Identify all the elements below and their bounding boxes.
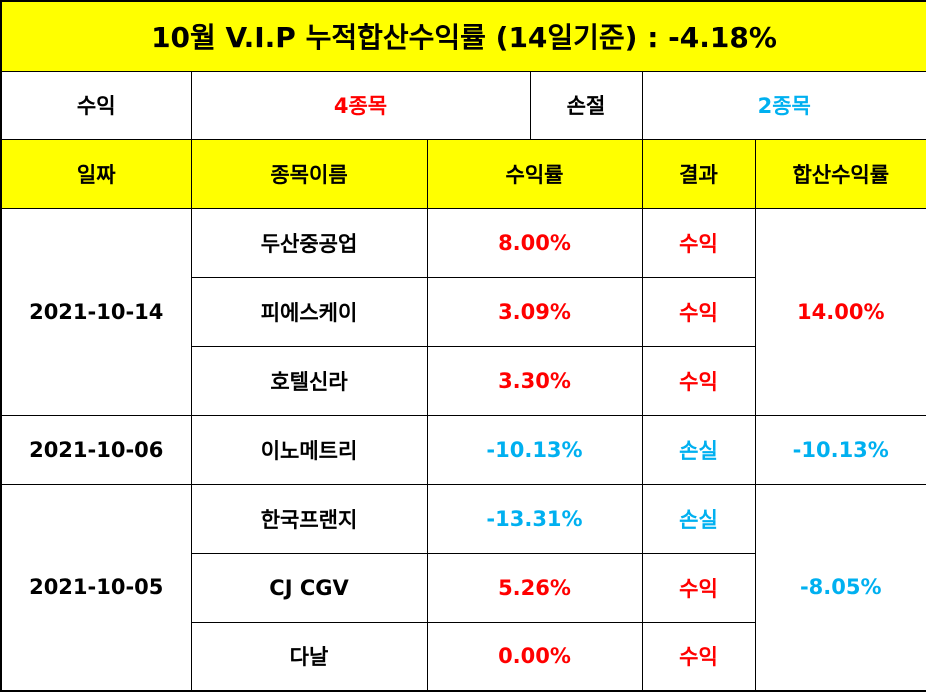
return-rate: 3.09%: [426, 276, 643, 347]
header-return-rate: 수익률: [426, 138, 643, 209]
return-rate: -10.13%: [426, 414, 643, 485]
group-total-return: -8.05%: [754, 483, 926, 692]
group-date: 2021-10-06: [0, 414, 192, 485]
stock-name: 한국프랜지: [190, 483, 428, 554]
return-rate: 8.00%: [426, 207, 643, 278]
loss-label: 손절: [529, 70, 643, 140]
result: 수익: [641, 207, 756, 278]
profit-count: 4종목: [190, 70, 531, 140]
stock-name: 다날: [190, 621, 428, 692]
result: 수익: [641, 276, 756, 347]
return-rate: 0.00%: [426, 621, 643, 692]
stock-name: 두산중공업: [190, 207, 428, 278]
result: 손실: [641, 483, 756, 554]
group-date: 2021-10-14: [0, 207, 192, 416]
loss-count: 2종목: [641, 70, 926, 140]
table-row: 2021-10-05 한국프랜지 -13.31% 손실 -8.05%: [0, 483, 926, 692]
return-rate: 5.26%: [426, 552, 643, 623]
result: 수익: [641, 552, 756, 623]
page-title: 10월 V.I.P 누적합산수익률 (14일기준) : -4.18%: [0, 0, 926, 72]
return-rate: -13.31%: [426, 483, 643, 554]
table-header-row: 일짜 종목이름 수익률 결과 합산수익률: [0, 138, 926, 209]
profit-label: 수익: [0, 70, 192, 140]
table-row: 피에스케이 3.09% 수익: [1, 276, 926, 347]
group-date: 2021-10-05: [0, 483, 192, 692]
return-rate: 3.30%: [426, 345, 643, 416]
result: 손실: [641, 414, 756, 485]
header-date: 일짜: [0, 138, 192, 209]
stock-name: 피에스케이: [190, 276, 428, 347]
table-row: 다날 0.00% 수익: [1, 621, 926, 692]
result: 수익: [641, 621, 756, 692]
table-row: 2021-10-06 이노메트리 -10.13% 손실 -10.13%: [0, 414, 926, 485]
header-total-return: 합산수익률: [754, 138, 926, 209]
header-stock-name: 종목이름: [190, 138, 428, 209]
table-row: 2021-10-14 두산중공업 8.00% 수익 14.00%: [0, 207, 926, 416]
stock-name: 호텔신라: [190, 345, 428, 416]
stock-name: CJ CGV: [190, 552, 428, 623]
result: 수익: [641, 345, 756, 416]
header-result: 결과: [641, 138, 756, 209]
group-total-return: -10.13%: [754, 414, 926, 485]
group-total-return: 14.00%: [754, 207, 926, 416]
stock-name: 이노메트리: [190, 414, 428, 485]
